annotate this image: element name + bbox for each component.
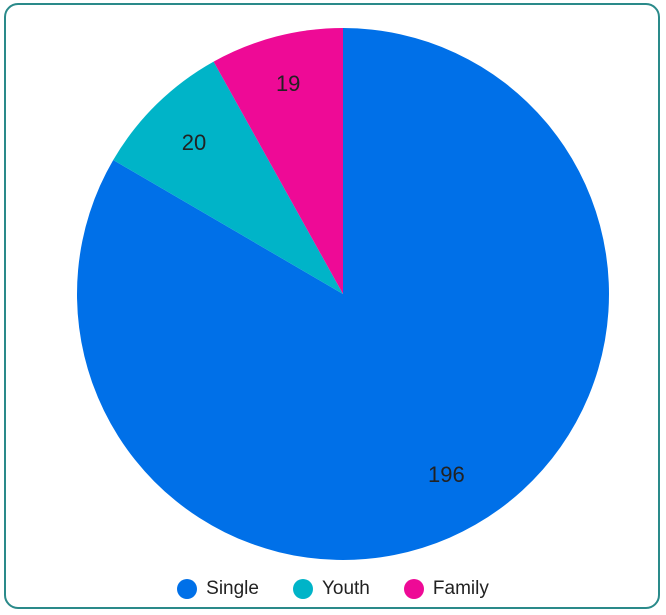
legend-label-single: Single [206, 578, 259, 599]
pie-slice-family[interactable] [213, 27, 343, 294]
legend-label-family: Family [432, 578, 489, 599]
legend-item-single[interactable]: Single [177, 578, 259, 600]
legend-item-youth[interactable]: Youth [292, 578, 370, 600]
legend-swatch-family [403, 579, 424, 599]
pie-data-labels: 196 20 19 [182, 71, 465, 487]
pie-slice-single[interactable] [77, 28, 610, 560]
pie-slices [77, 27, 610, 560]
pie-slice-youth[interactable] [113, 61, 343, 294]
legend-label-youth: Youth [321, 578, 370, 599]
legend-swatch-single [177, 579, 198, 599]
data-label-youth: 20 [182, 130, 206, 155]
legend: Single Youth Family [0, 574, 666, 604]
legend-item-family[interactable]: Family [403, 578, 489, 600]
data-label-family: 19 [276, 71, 300, 96]
pie-chart: 196 20 19 [77, 27, 610, 560]
data-label-single: 196 [428, 462, 465, 487]
legend-swatch-youth [292, 579, 313, 599]
